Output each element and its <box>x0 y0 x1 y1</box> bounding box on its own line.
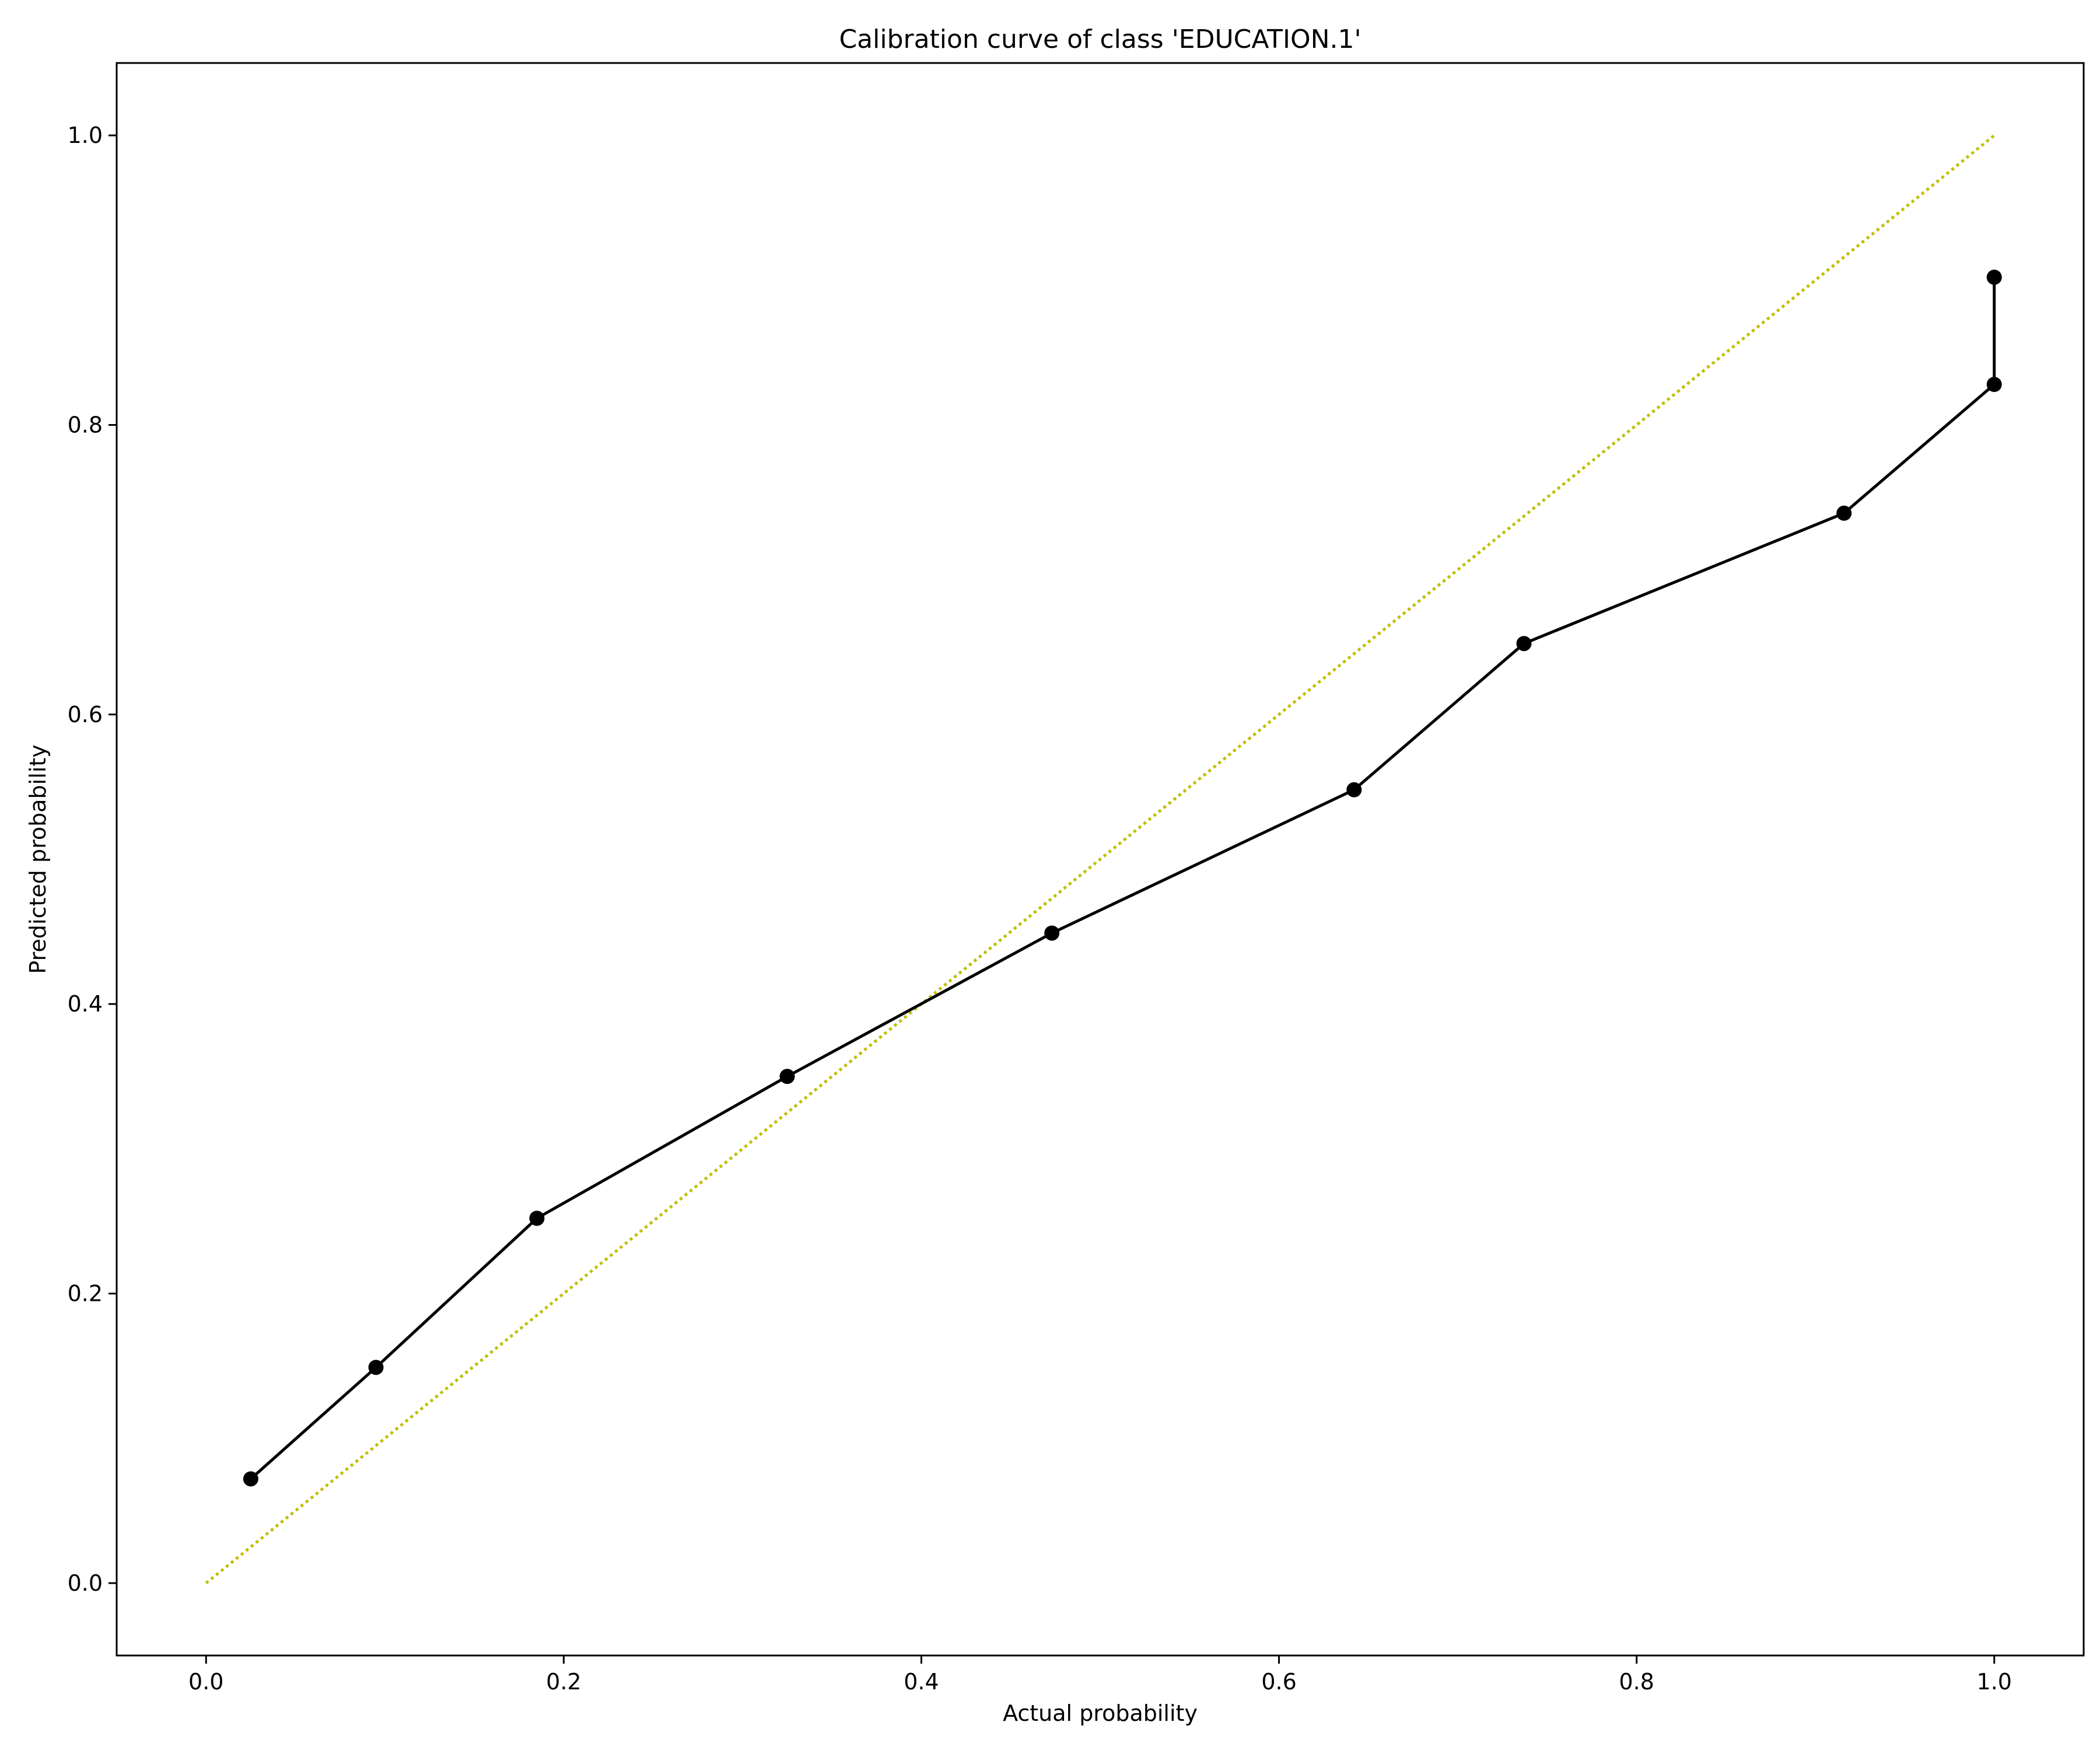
calibration-point-5 <box>1346 782 1362 797</box>
x-axis-label: Actual probability <box>1003 1700 1198 1726</box>
calibration-point-3 <box>779 1069 795 1084</box>
x-axis-ticks: 0.0 0.2 0.4 0.6 0.8 1.0 <box>188 1656 2012 1695</box>
y-axis-label: Predicted probability <box>25 744 51 974</box>
x-tick-label-1: 0.2 <box>546 1669 581 1695</box>
y-tick-label-4: 0.8 <box>68 412 103 438</box>
calibration-point-1 <box>368 1360 384 1376</box>
axes-frame <box>116 62 2085 1657</box>
calibration-point-0 <box>243 1471 258 1487</box>
y-tick-label-3: 0.6 <box>68 702 103 727</box>
x-tick-label-2: 0.4 <box>904 1669 939 1695</box>
plot-area <box>205 134 2002 1584</box>
calibration-point-6 <box>1516 636 1532 652</box>
calibration-point-7 <box>1836 505 1852 521</box>
calibration-curve-line <box>250 277 1996 1480</box>
y-tick-label-5: 1.0 <box>68 123 103 148</box>
calibration-point-9 <box>1986 270 2002 285</box>
x-tick-label-4: 0.8 <box>1619 1669 1654 1695</box>
y-tick-label-1: 0.2 <box>68 1281 103 1307</box>
x-tick-label-3: 0.6 <box>1261 1669 1296 1695</box>
calibration-point-2 <box>529 1210 545 1226</box>
y-tick-label-2: 0.4 <box>68 991 103 1017</box>
y-tick-label-0: 0.0 <box>68 1570 103 1596</box>
calibration-point-4 <box>1044 925 1060 941</box>
calibration-point-8 <box>1986 377 2002 392</box>
x-tick-label-5: 1.0 <box>1977 1669 2012 1695</box>
chart-title: Calibration curve of class 'EDUCATION.1' <box>839 24 1361 54</box>
x-tick-label-0: 0.0 <box>188 1669 223 1695</box>
y-axis-ticks: 0.0 0.2 0.4 0.6 0.8 1.0 <box>68 123 117 1596</box>
reference-diagonal-line <box>205 134 1996 1584</box>
